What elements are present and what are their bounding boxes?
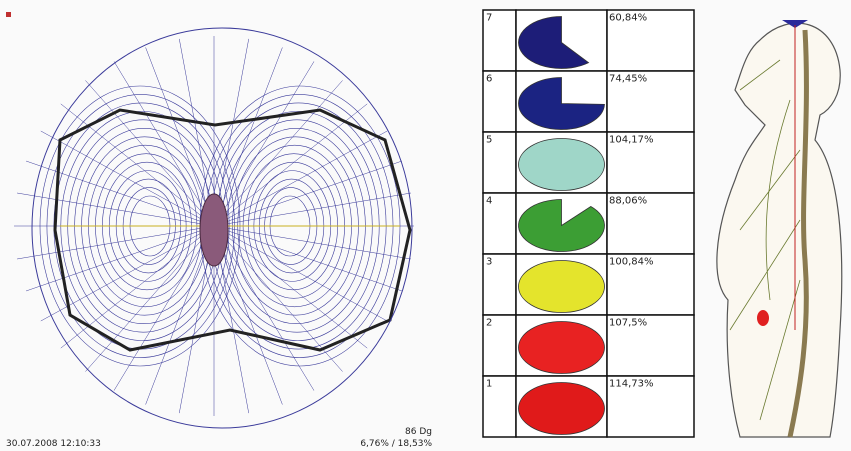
mesh-spoke (25, 225, 215, 292)
mesh-spoke (213, 47, 283, 227)
mesh-spoke (113, 225, 215, 391)
mesh-spoke (213, 160, 403, 227)
mesh-spoke (213, 80, 343, 227)
row-percent: 104,17% (609, 134, 654, 145)
row-percent: 100,84% (609, 256, 654, 267)
pie (518, 199, 605, 252)
mesh-spoke (213, 130, 388, 227)
timestamp: 30.07.2008 12:10:33 (6, 439, 101, 449)
mesh-spoke (213, 225, 343, 372)
row-cell (606, 192, 695, 255)
row-number: 4 (486, 195, 492, 206)
row-cell (606, 253, 695, 316)
mesh-spoke (40, 130, 215, 227)
pie (518, 138, 605, 191)
pie (518, 77, 605, 130)
pie (518, 260, 605, 313)
mesh-envelope (31, 27, 413, 429)
mesh-spoke (213, 225, 315, 391)
row-cell (606, 70, 695, 133)
nerves (729, 59, 801, 421)
mesh-spoke (145, 47, 215, 227)
table: 7 60,84% 6 74,45% 5 104,17% 4 88,06% 3 100,84% 2 10… (482, 9, 695, 438)
row-percent: 114,73% (609, 378, 654, 389)
mesh-spoke (213, 225, 403, 292)
row-cell (482, 9, 517, 72)
mesh-spoke (179, 38, 215, 227)
pie (518, 16, 590, 69)
row-number: 6 (486, 73, 492, 84)
ratio: 6,76% / 18,53% (360, 439, 432, 449)
silhouette (716, 22, 843, 438)
pie (518, 321, 605, 374)
row-cell (482, 70, 517, 133)
row-percent: 107,5% (609, 317, 647, 328)
mesh-spoke (213, 192, 412, 227)
row-number: 7 (486, 12, 492, 23)
row-percent: 88,06% (609, 195, 647, 206)
mesh-spoke (213, 225, 283, 405)
angle: 86 Dg (405, 427, 432, 437)
row-percent: 74,45% (609, 73, 647, 84)
row-number: 3 (486, 256, 492, 267)
mesh-spoke (113, 61, 215, 227)
mesh-spoke (145, 225, 215, 405)
mesh-spoke (16, 225, 215, 260)
mesh-spoke (85, 80, 215, 227)
mesh-spoke (213, 38, 249, 227)
row-number: 5 (486, 134, 492, 145)
core (199, 193, 229, 267)
mesh-spoke (85, 225, 215, 372)
mesh-spoke (213, 225, 368, 349)
row-cell (606, 131, 695, 194)
row-cell (606, 314, 695, 377)
mesh-spoke (60, 225, 215, 349)
row-cell (482, 253, 517, 316)
mesh-spoke (213, 225, 412, 260)
red-marker (757, 310, 769, 326)
crown-marker (782, 20, 808, 28)
mesh-spoke (16, 192, 215, 227)
spine (787, 29, 809, 438)
mesh-outline (53, 108, 412, 352)
row-cell (482, 192, 517, 255)
mesh-spoke (60, 103, 215, 227)
mesh-spoke (213, 61, 315, 227)
row-number: 2 (486, 317, 492, 328)
corner-icon (6, 12, 11, 17)
mesh-spoke (213, 225, 388, 322)
row-number: 1 (486, 378, 492, 389)
body-figure (716, 20, 843, 438)
row-percent: 60,84% (609, 12, 647, 23)
mesh-spoke (213, 103, 368, 227)
pie (518, 382, 605, 435)
row-cell (606, 375, 695, 438)
row-cell (606, 9, 695, 72)
